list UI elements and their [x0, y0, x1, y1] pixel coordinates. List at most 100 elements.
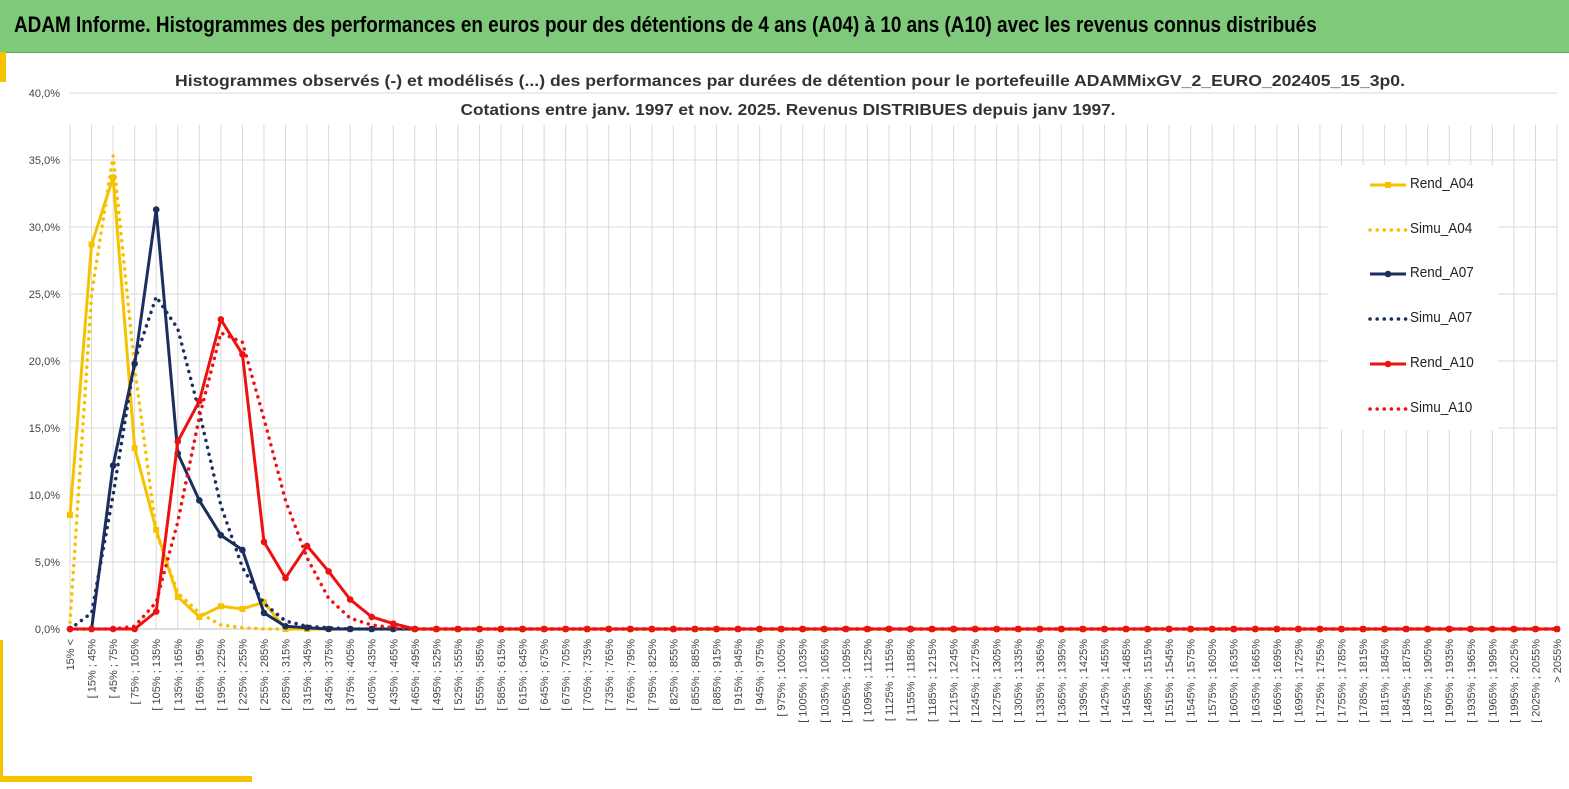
x-tick-label: [ 705% ; 735% [582, 639, 594, 711]
chart-subtitle: Cotations entre janv. 1997 et nov. 2025.… [461, 102, 1116, 119]
y-tick-label: 30,0% [29, 222, 60, 234]
x-tick-label: [ 45% ; 75% [108, 639, 120, 699]
data-point-rend-a10 [950, 625, 957, 633]
x-tick-label: [ 585% ; 615% [496, 639, 508, 711]
data-point-rend-a10 [885, 625, 893, 633]
x-tick-label: [ 735% ; 765% [604, 639, 616, 711]
x-tick-label: [ 765% ; 795% [625, 639, 637, 711]
x-tick-label: [ 1185% ; 1215% [927, 639, 939, 722]
x-tick-label: [ 2025% ; 2055% [1530, 639, 1542, 723]
x-tick-label: [ 1665% ; 1695% [1272, 639, 1284, 723]
x-tick-label: [ 465% ; 495% [410, 639, 422, 711]
x-tick-label: [ 495% ; 525% [431, 639, 443, 711]
y-tick-label: 0,0% [35, 624, 60, 636]
accent-bar-left [0, 52, 6, 82]
x-tick-label: [ 1275% ; 1305% [992, 639, 1004, 723]
x-tick-label: [ 1575% ; 1605% [1207, 639, 1219, 723]
data-point-rend-a10 [1058, 625, 1065, 633]
y-tick-label: 10,0% [29, 490, 60, 502]
x-tick-label: [ 75% ; 105% [130, 639, 142, 705]
data-point-rend-a10 [907, 625, 914, 633]
x-tick-label: [ 435% ; 465% [388, 639, 400, 711]
x-tick-label: [ 225% ; 255% [237, 639, 249, 711]
data-point-rend-a07 [260, 609, 268, 617]
x-tick-label: [ 675% ; 705% [561, 639, 573, 711]
data-point-rend-a10 [1532, 625, 1539, 633]
y-tick-label: 5,0% [35, 557, 60, 569]
data-point-rend-a10 [971, 625, 979, 633]
histogram-chart: Histogrammes observés (-) et modélisés (… [29, 73, 1564, 723]
data-point-rend-a10 [1467, 625, 1475, 633]
x-tick-label: [ 135% ; 165% [173, 639, 185, 711]
x-tick-label: [ 1635% ; 1665% [1250, 639, 1262, 723]
legend-swatch [1370, 182, 1406, 188]
x-tick-label: [ 555% ; 585% [474, 639, 486, 711]
x-tick-label: [ 615% ; 645% [518, 639, 530, 711]
legend-label: Rend_A07 [1410, 264, 1474, 282]
x-tick-label: [ 15% ; 45% [87, 639, 99, 699]
x-tick-label: [ 105% ; 135% [151, 639, 163, 711]
x-tick-label: [ 315% ; 345% [302, 639, 314, 711]
data-point-rend-a10 [1489, 625, 1496, 633]
x-tick-label: [ 1755% ; 1785% [1336, 639, 1348, 723]
x-tick-label: [ 825% ; 855% [668, 639, 680, 711]
x-tick-label: [ 1065% ; 1095% [841, 639, 853, 723]
data-point-rend-a10 [217, 316, 225, 323]
legend-label: Rend_A04 [1410, 175, 1474, 192]
data-point-rend-a04 [239, 605, 246, 612]
data-point-rend-a04 [174, 593, 181, 600]
x-tick-label: 15% < [65, 639, 77, 671]
legend-swatch [1370, 360, 1406, 368]
x-tick-label: [ 1395% ; 1425% [1078, 639, 1090, 723]
x-tick-label: [ 1335% ; 1365% [1035, 639, 1047, 723]
data-point-rend-a10 [239, 351, 246, 358]
x-tick-label: [ 255% ; 285% [259, 639, 271, 711]
x-tick-label: [ 195% ; 225% [216, 639, 228, 711]
data-point-rend-a10 [303, 542, 311, 550]
data-point-rend-a04 [217, 603, 224, 610]
x-tick-label: [ 1365% ; 1395% [1056, 639, 1068, 723]
data-point-rend-a10 [196, 397, 203, 405]
x-tick-label: > 2055% [1552, 639, 1564, 683]
x-tick-label: [ 1785% ; 1815% [1358, 639, 1370, 723]
x-tick-label: [ 285% ; 315% [281, 639, 293, 711]
x-tick-label: [ 1035% ; 1065% [819, 639, 831, 723]
x-tick-label: [ 1215% ; 1245% [949, 639, 961, 723]
x-axis: 15% < [ 15% ; 45% [ 45% ; 75% [ 75% ; 105% [… [65, 639, 1564, 723]
x-tick-label: [ 795% ; 825% [647, 639, 659, 711]
x-tick-label: [ 1545% ; 1575% [1186, 639, 1198, 723]
data-point-rend-a10 [260, 538, 268, 546]
y-tick-label: 35,0% [29, 155, 60, 167]
x-tick-label: [ 1935% ; 1965% [1466, 639, 1478, 723]
data-point-rend-a10 [174, 438, 182, 445]
x-tick-label: [ 1005% ; 1035% [798, 639, 810, 723]
data-point-rend-a10 [864, 625, 871, 633]
data-point-rend-a07 [109, 462, 117, 469]
data-point-rend-a10 [411, 625, 419, 633]
x-tick-label: [ 1905% ; 1935% [1444, 639, 1456, 723]
x-tick-label: [ 945% ; 975% [755, 639, 767, 711]
x-tick-label: [ 1305% ; 1335% [1013, 639, 1025, 723]
data-point-rend-a10 [325, 568, 332, 575]
data-point-rend-a10 [1036, 625, 1044, 633]
data-point-rend-a04 [131, 445, 138, 452]
legend-swatch [1368, 317, 1408, 321]
chart-title: Histogrammes observés (-) et modélisés (… [175, 73, 1405, 90]
data-point-rend-a10 [1510, 625, 1518, 633]
x-tick-label: [ 1245% ; 1275% [970, 639, 982, 723]
series-group [66, 154, 1561, 633]
legend-label: Simu_A10 [1410, 398, 1473, 416]
x-tick-label: [ 375% ; 405% [345, 639, 357, 711]
data-point-rend-a10 [1014, 625, 1022, 633]
legend-label: Rend_A10 [1410, 353, 1474, 371]
legend: Rend_A04 Simu_A04 Rend_A07 Simu_A07 Rend_A10… [1328, 165, 1498, 430]
accent-bar-bottom [0, 776, 252, 782]
x-tick-label: [ 645% ; 675% [539, 639, 551, 711]
x-tick-label: [ 405% ; 435% [367, 639, 379, 711]
y-tick-label: 20,0% [29, 356, 60, 368]
x-tick-label: [ 915% ; 945% [733, 639, 745, 711]
x-tick-label: [ 1845% ; 1875% [1401, 639, 1413, 723]
x-tick-label: [ 1815% ; 1845% [1380, 639, 1392, 723]
legend-swatch [1368, 227, 1408, 232]
x-tick-label: [ 1125% ; 1155% [884, 639, 896, 721]
